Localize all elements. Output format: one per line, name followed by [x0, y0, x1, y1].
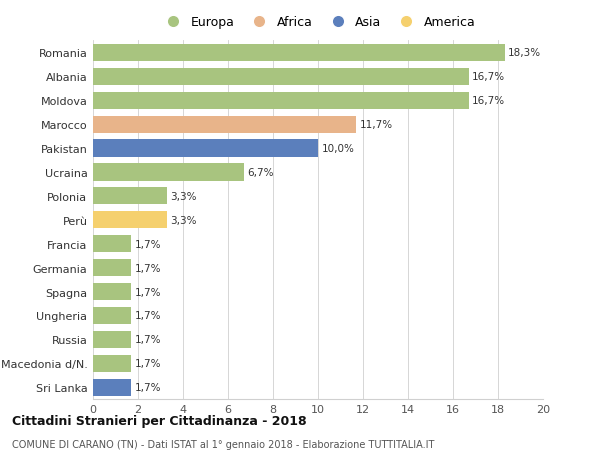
Bar	[93, 331, 131, 348]
Text: 10,0%: 10,0%	[322, 144, 354, 154]
Text: 16,7%: 16,7%	[472, 96, 505, 106]
Bar	[93, 259, 131, 277]
Bar	[93, 212, 167, 229]
Bar	[93, 235, 131, 253]
Text: 1,7%: 1,7%	[134, 239, 161, 249]
Bar	[93, 355, 131, 372]
Text: Cittadini Stranieri per Cittadinanza - 2018: Cittadini Stranieri per Cittadinanza - 2…	[12, 414, 307, 428]
Bar	[93, 92, 469, 110]
Bar	[93, 68, 469, 86]
Text: 3,3%: 3,3%	[170, 215, 197, 225]
Text: 1,7%: 1,7%	[134, 311, 161, 321]
Text: 1,7%: 1,7%	[134, 335, 161, 345]
Text: 6,7%: 6,7%	[247, 168, 274, 178]
Bar	[93, 307, 131, 325]
Bar	[93, 45, 505, 62]
Bar	[93, 283, 131, 301]
Text: 1,7%: 1,7%	[134, 358, 161, 369]
Text: 1,7%: 1,7%	[134, 382, 161, 392]
Text: 3,3%: 3,3%	[170, 191, 197, 202]
Text: 18,3%: 18,3%	[508, 48, 541, 58]
Bar	[93, 164, 244, 181]
Bar	[93, 188, 167, 205]
Bar	[93, 116, 356, 134]
Bar	[93, 379, 131, 396]
Text: 1,7%: 1,7%	[134, 287, 161, 297]
Text: 16,7%: 16,7%	[472, 72, 505, 82]
Text: 11,7%: 11,7%	[359, 120, 393, 130]
Text: COMUNE DI CARANO (TN) - Dati ISTAT al 1° gennaio 2018 - Elaborazione TUTTITALIA.: COMUNE DI CARANO (TN) - Dati ISTAT al 1°…	[12, 440, 434, 449]
Legend: Europa, Africa, Asia, America: Europa, Africa, Asia, America	[158, 13, 478, 32]
Bar	[93, 140, 318, 157]
Text: 1,7%: 1,7%	[134, 263, 161, 273]
